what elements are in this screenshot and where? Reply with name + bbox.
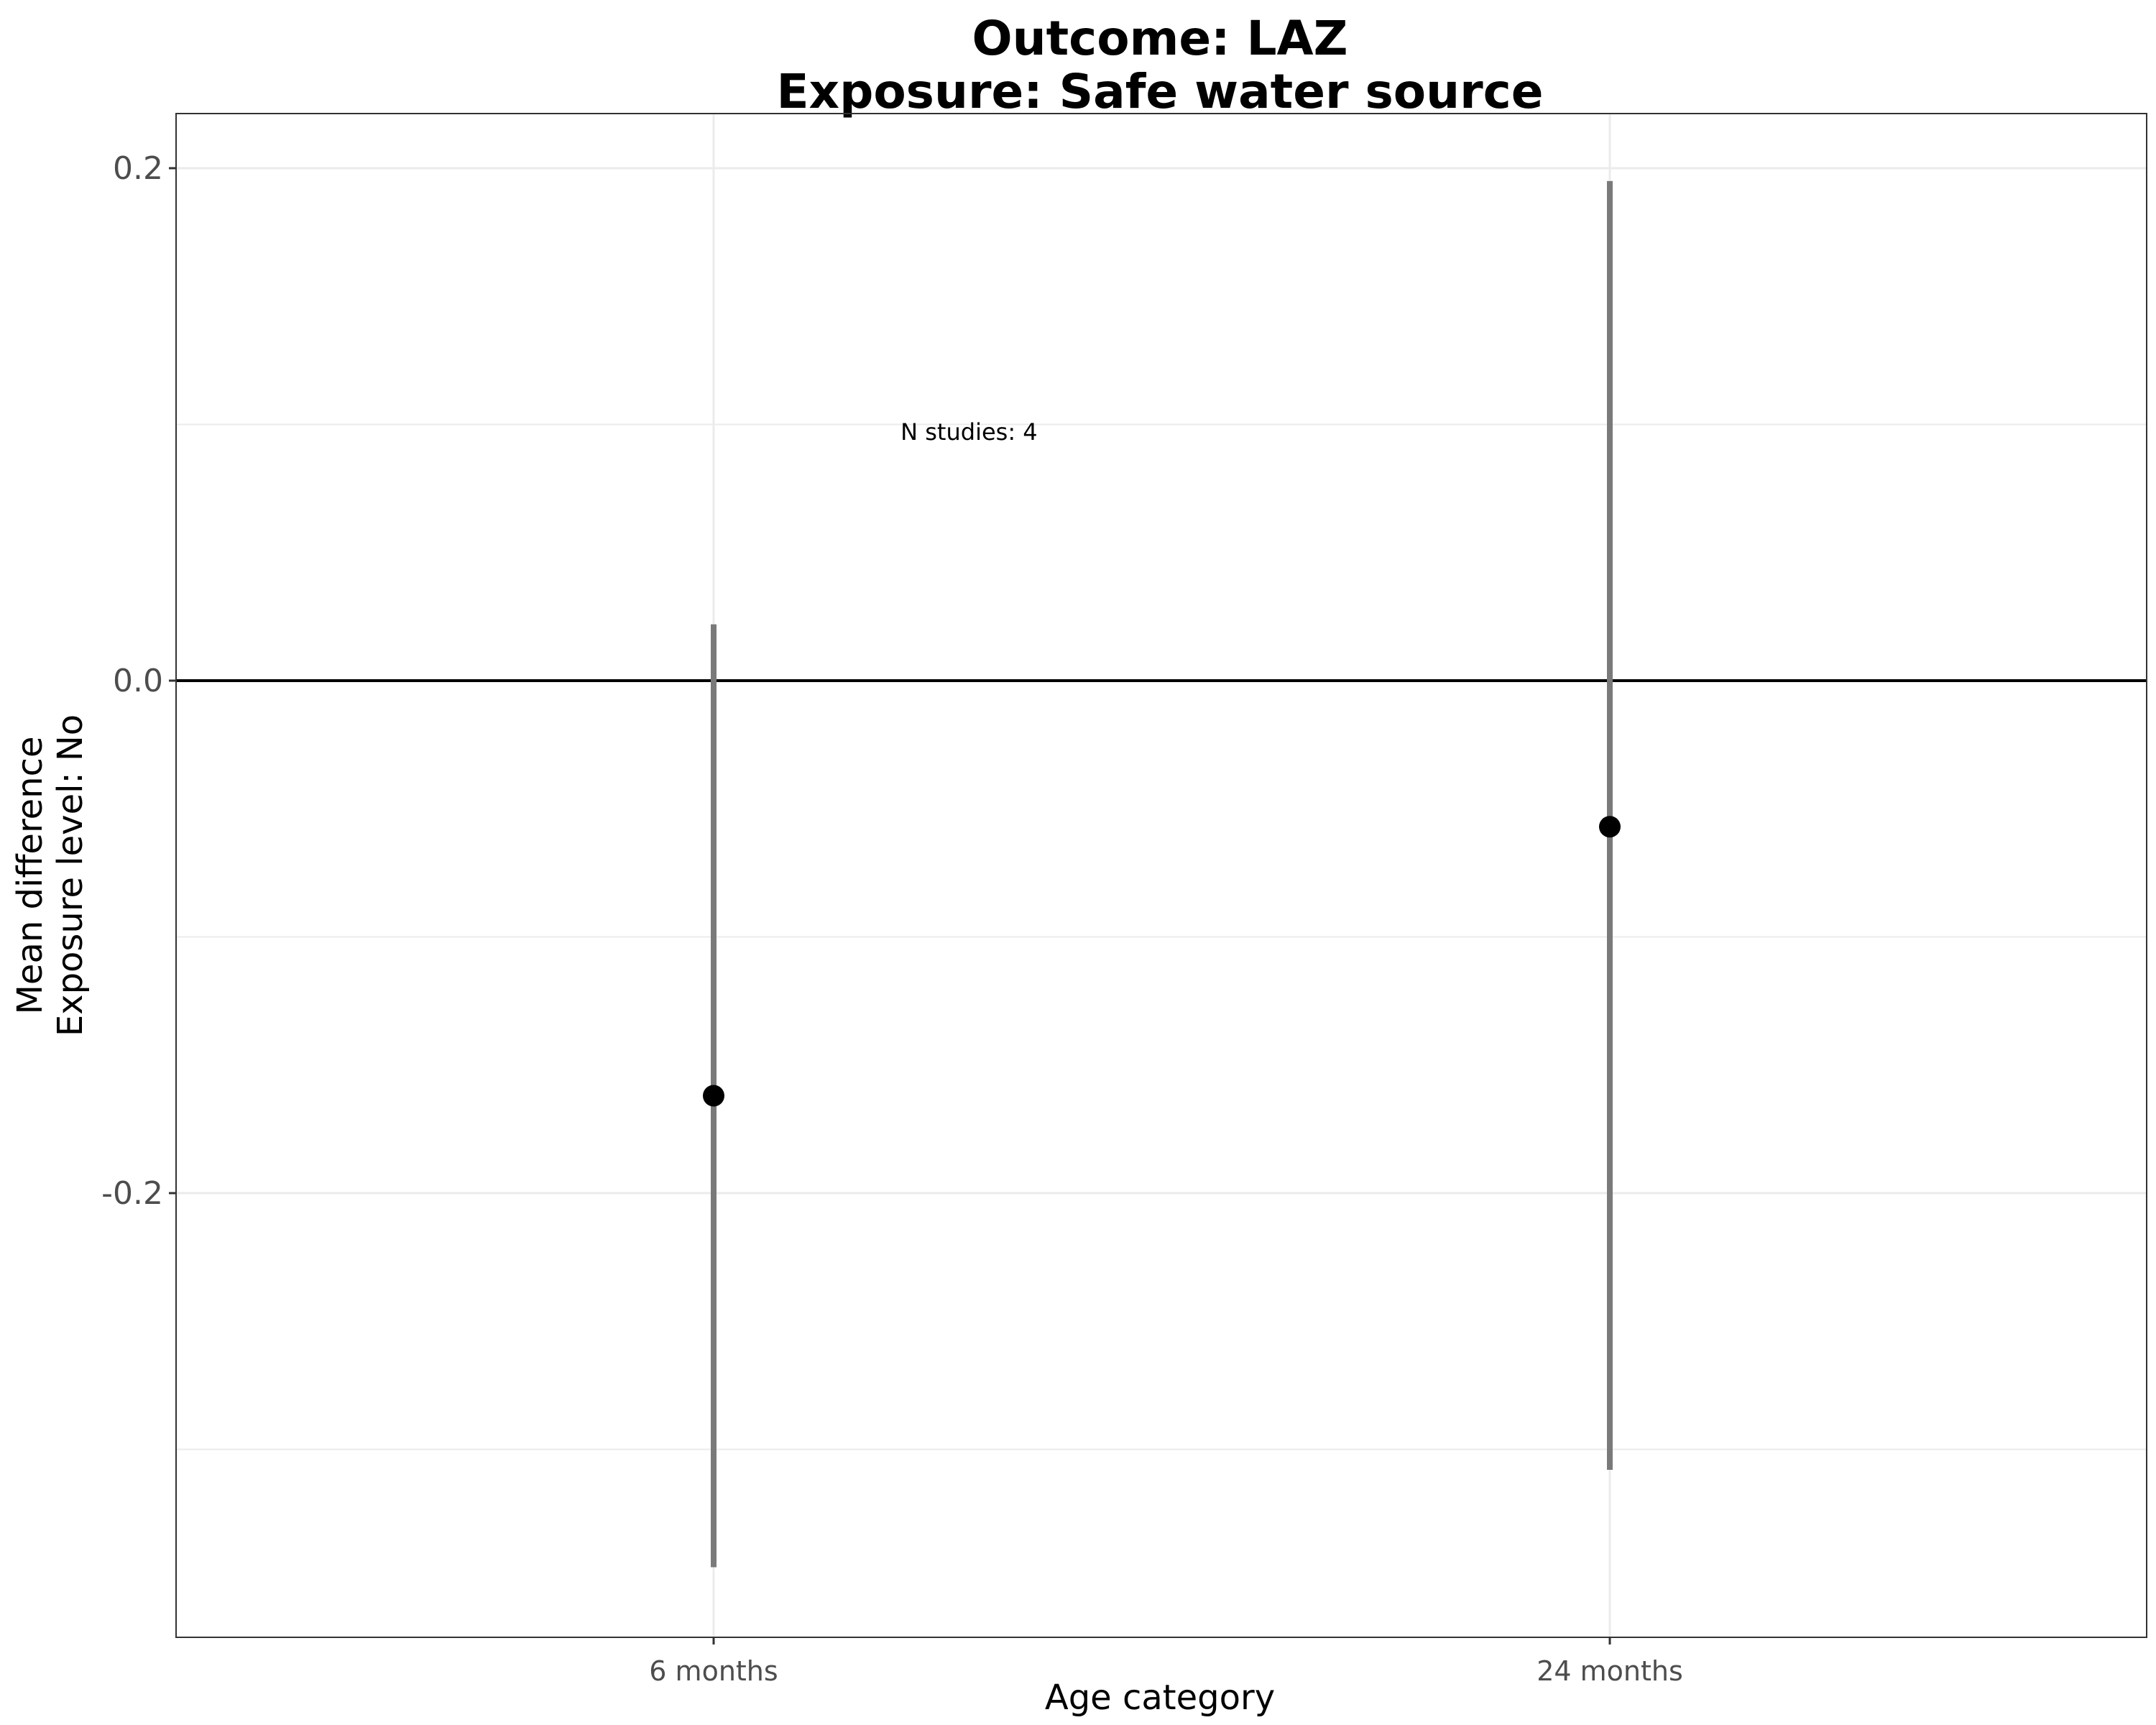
error-bars — [711, 180, 1613, 1568]
grid-lines — [176, 114, 2147, 1637]
point-estimate — [1599, 816, 1621, 838]
y-tick-label: 0.0 — [113, 663, 163, 699]
x-tick-label: 24 months — [1537, 1655, 1683, 1687]
chart-subtitle: Exposure: Safe water source — [776, 64, 1543, 119]
point-estimates — [703, 816, 1621, 1107]
y-axis-label-line2: Exposure level: No — [50, 714, 91, 1036]
annotation-n-studies: N studies: 4 — [900, 418, 1037, 446]
y-tick-label: -0.2 — [101, 1175, 163, 1212]
chart-title: Outcome: LAZ — [972, 11, 1348, 66]
point-estimate — [703, 1085, 724, 1107]
x-axis-label: Age category — [1045, 1678, 1275, 1718]
x-tick-label: 6 months — [649, 1655, 778, 1687]
y-tick-label: 0.2 — [113, 150, 163, 187]
y-axis-label: Mean difference Exposure level: No — [10, 714, 91, 1036]
panel-border — [175, 113, 2147, 1638]
y-axis-ticks: 0.2 0.0 -0.2 — [101, 150, 176, 1212]
y-axis-label-line1: Mean difference — [10, 737, 50, 1015]
x-axis-ticks: 6 months 24 months — [649, 1637, 1683, 1687]
